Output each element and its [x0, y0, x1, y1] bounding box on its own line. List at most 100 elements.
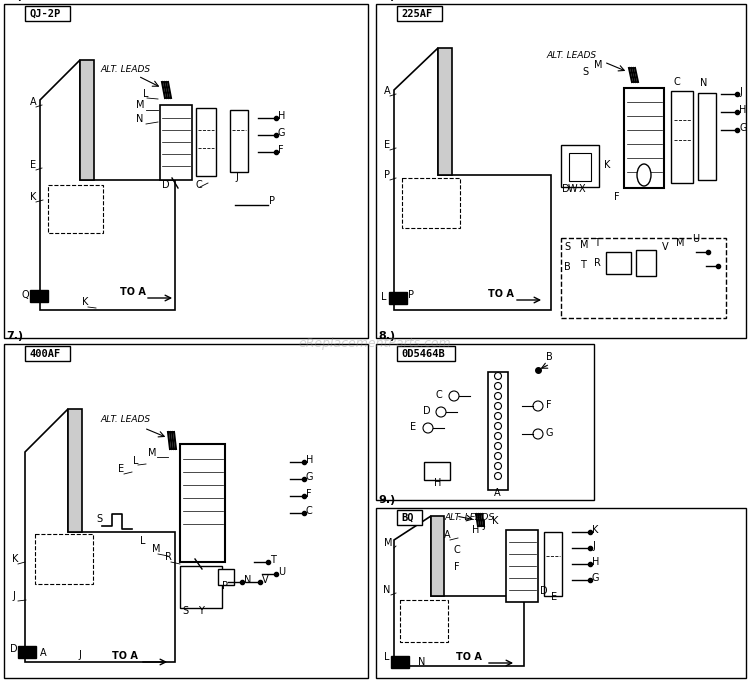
Bar [561, 238, 726, 318]
Text: ALT. LEADS: ALT. LEADS [546, 51, 596, 60]
Text: E: E [118, 464, 124, 474]
Text: L: L [143, 89, 148, 99]
Text: B: B [546, 352, 553, 362]
Bar [196, 108, 216, 176]
Text: M: M [580, 240, 589, 250]
Bar [218, 569, 234, 585]
Text: P: P [408, 290, 414, 300]
Text: E: E [410, 422, 416, 432]
Text: G: G [592, 573, 599, 583]
Bar [400, 600, 448, 642]
Text: K: K [82, 297, 88, 307]
Text: V: V [262, 575, 268, 585]
FancyBboxPatch shape [397, 510, 422, 525]
Text: M: M [384, 538, 392, 548]
Text: H: H [306, 455, 314, 465]
Bar [391, 656, 409, 668]
Circle shape [436, 407, 446, 417]
Bar [230, 110, 248, 172]
Text: H: H [739, 105, 746, 115]
Text: 5.): 5.) [6, 0, 23, 1]
Bar [48, 185, 103, 233]
Bar [438, 48, 452, 175]
Text: M: M [152, 544, 160, 554]
Text: TO A: TO A [456, 652, 482, 662]
Text: J: J [739, 87, 742, 97]
FancyBboxPatch shape [397, 6, 442, 21]
Text: TO A: TO A [120, 287, 146, 297]
Text: ALT. LEADS: ALT. LEADS [444, 513, 494, 522]
Circle shape [533, 429, 543, 439]
Bar [506, 530, 538, 602]
Bar [4, 344, 368, 678]
Text: M: M [594, 60, 602, 70]
Text: 400AF: 400AF [29, 349, 60, 359]
Text: J: J [12, 591, 15, 601]
Text: V: V [662, 242, 669, 252]
Text: J: J [78, 650, 81, 660]
Circle shape [494, 423, 502, 429]
Text: A: A [384, 86, 391, 96]
Bar [18, 646, 36, 658]
Text: F: F [546, 400, 551, 410]
Text: F: F [614, 192, 620, 202]
Text: H: H [592, 557, 599, 567]
Text: K: K [12, 554, 18, 564]
Circle shape [494, 453, 502, 460]
Bar [80, 60, 94, 180]
Circle shape [494, 412, 502, 420]
Text: G: G [278, 128, 286, 138]
Text: K: K [30, 192, 36, 202]
Text: P: P [269, 196, 275, 206]
Text: T: T [270, 555, 276, 565]
Text: ALT. LEADS: ALT. LEADS [100, 65, 150, 74]
Text: TO A: TO A [112, 651, 138, 661]
Text: 7.): 7.) [6, 331, 23, 341]
Text: D: D [540, 586, 548, 596]
Text: G: G [739, 123, 746, 133]
Text: C: C [436, 390, 442, 400]
Bar [376, 344, 594, 500]
Text: D: D [423, 406, 430, 416]
Bar [636, 250, 656, 276]
Text: R: R [165, 552, 172, 562]
Bar [376, 508, 746, 678]
Text: E: E [551, 592, 557, 602]
Text: S: S [564, 242, 570, 252]
Text: H: H [472, 525, 479, 535]
Bar [561, 145, 599, 187]
Text: 0D5464B: 0D5464B [401, 349, 445, 359]
Text: 225AF: 225AF [401, 9, 432, 19]
Text: N: N [418, 657, 425, 667]
Text: BQ: BQ [401, 513, 413, 523]
Bar [624, 88, 664, 188]
Text: C: C [306, 506, 313, 516]
Text: A: A [444, 530, 451, 540]
Bar [569, 153, 591, 181]
Text: 6.): 6.) [378, 0, 395, 1]
Bar [671, 91, 693, 183]
Text: N: N [136, 114, 143, 124]
Text: H: H [278, 111, 285, 121]
Bar [389, 292, 407, 304]
Text: T: T [594, 238, 600, 248]
Text: M: M [148, 448, 157, 458]
Text: L: L [384, 652, 389, 662]
Bar [606, 252, 631, 274]
Text: 9.): 9.) [378, 495, 395, 505]
Text: P: P [222, 581, 228, 591]
Bar [698, 93, 716, 180]
Text: U: U [278, 567, 285, 577]
Bar [424, 462, 450, 480]
Circle shape [494, 403, 502, 410]
Circle shape [494, 442, 502, 449]
Text: TO A: TO A [488, 289, 514, 299]
Text: U: U [692, 234, 699, 244]
Text: QJ-2P: QJ-2P [29, 9, 60, 19]
Text: ALT. LEADS: ALT. LEADS [100, 415, 150, 424]
Text: J: J [235, 172, 238, 182]
Text: A: A [30, 97, 37, 107]
Bar [35, 534, 93, 584]
Text: F: F [278, 145, 284, 155]
FancyBboxPatch shape [25, 346, 70, 361]
